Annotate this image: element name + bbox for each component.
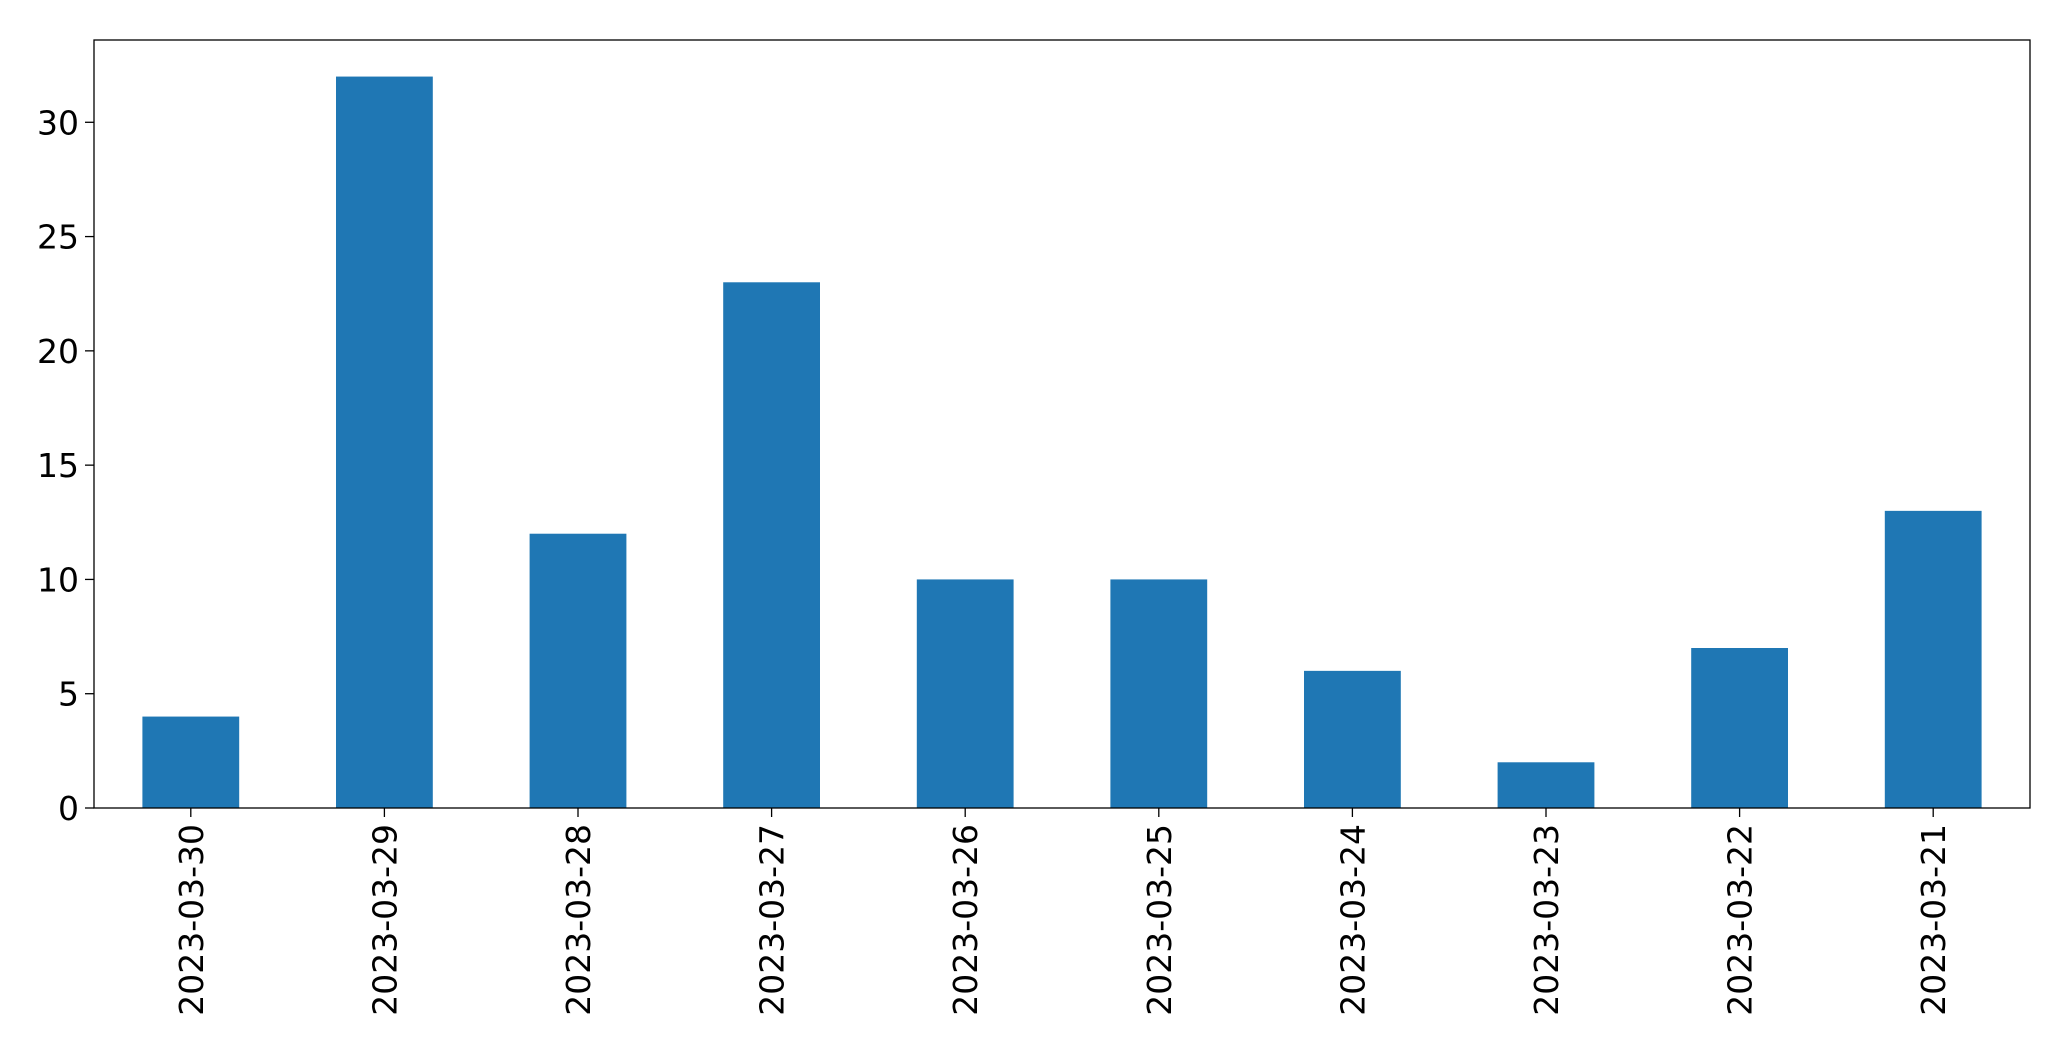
x-tick-label: 2023-03-26 — [946, 824, 985, 1016]
bar — [529, 533, 627, 808]
x-tick-label: 2023-03-21 — [1914, 824, 1953, 1016]
y-tick-label: 5 — [58, 675, 79, 714]
y-tick-label: 25 — [37, 218, 79, 257]
x-tick-label: 2023-03-22 — [1721, 824, 1760, 1016]
x-tick-label: 2023-03-25 — [1140, 824, 1179, 1016]
y-tick-label: 10 — [37, 560, 79, 599]
y-tick-label: 30 — [37, 103, 79, 142]
y-tick-label: 0 — [58, 789, 79, 828]
bar — [142, 716, 240, 808]
bar — [1110, 579, 1208, 808]
x-tick-label: 2023-03-28 — [559, 824, 598, 1016]
bar — [1884, 510, 1982, 808]
bar — [916, 579, 1014, 808]
bar — [1691, 648, 1788, 808]
x-tick-label: 2023-03-23 — [1527, 824, 1566, 1016]
axes-frame — [93, 39, 2031, 809]
x-tick-label: 2023-03-27 — [753, 824, 792, 1016]
bar — [723, 282, 820, 808]
x-tick-label: 2023-03-30 — [172, 824, 211, 1016]
bar — [336, 76, 433, 809]
bar — [1497, 762, 1595, 808]
x-tick-label: 2023-03-24 — [1333, 824, 1372, 1016]
x-tick-label: 2023-03-29 — [365, 824, 404, 1016]
y-tick-label: 15 — [37, 446, 79, 485]
bar — [1304, 670, 1401, 808]
y-tick-label: 20 — [37, 332, 79, 371]
